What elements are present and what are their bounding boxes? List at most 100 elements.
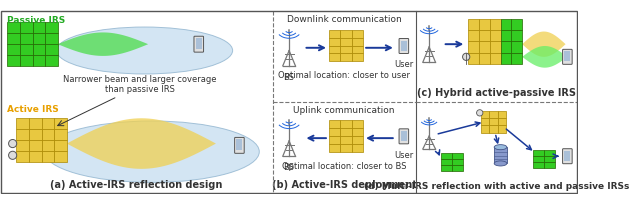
Bar — [45, 22, 58, 33]
Bar — [42, 140, 54, 151]
Bar — [441, 159, 452, 165]
Bar — [20, 33, 33, 44]
Polygon shape — [522, 46, 568, 68]
Bar — [544, 150, 555, 156]
Bar — [494, 147, 507, 163]
Bar — [489, 111, 497, 118]
Ellipse shape — [494, 161, 507, 166]
Bar — [340, 53, 352, 61]
Bar — [452, 153, 463, 159]
Bar — [533, 156, 544, 162]
Bar — [452, 165, 463, 171]
Bar — [441, 165, 452, 171]
Text: (b) Active-IRS deployment: (b) Active-IRS deployment — [272, 180, 417, 190]
Bar — [29, 129, 42, 140]
Bar — [544, 156, 555, 162]
Text: (d) Multi-IRS reflection with active and passive IRSs: (d) Multi-IRS reflection with active and… — [364, 182, 630, 191]
Bar — [42, 118, 54, 129]
Text: Optimal location: closer to user: Optimal location: closer to user — [278, 71, 410, 80]
Bar — [533, 162, 544, 168]
Bar — [511, 19, 522, 30]
Bar — [33, 55, 45, 66]
Bar — [33, 33, 45, 44]
Bar — [29, 140, 42, 151]
Bar — [479, 53, 490, 64]
Text: BS: BS — [284, 163, 294, 172]
Circle shape — [477, 110, 483, 116]
Bar — [329, 53, 340, 61]
Bar — [479, 30, 490, 41]
FancyBboxPatch shape — [563, 49, 572, 64]
Bar — [54, 151, 67, 162]
Polygon shape — [522, 32, 566, 57]
Bar — [340, 30, 352, 38]
Bar — [45, 44, 58, 55]
Bar — [511, 30, 522, 41]
Bar — [489, 118, 497, 125]
Bar — [45, 55, 58, 66]
Bar — [54, 140, 67, 151]
Text: User: User — [394, 60, 413, 69]
Bar — [16, 118, 29, 129]
Bar — [329, 38, 340, 45]
Bar — [20, 44, 33, 55]
Bar — [7, 55, 20, 66]
Text: User: User — [394, 151, 413, 160]
Bar — [16, 151, 29, 162]
Bar — [42, 129, 54, 140]
Bar — [401, 41, 407, 51]
Bar — [500, 41, 511, 53]
Bar — [16, 129, 29, 140]
Text: Optimal location: closer to BS: Optimal location: closer to BS — [282, 162, 406, 171]
Bar — [401, 131, 407, 141]
FancyBboxPatch shape — [563, 149, 572, 164]
Bar — [468, 19, 479, 30]
Bar — [481, 125, 489, 133]
Bar — [352, 144, 363, 152]
Bar — [533, 150, 544, 156]
Text: Narrower beam and larger coverage
than passive IRS: Narrower beam and larger coverage than p… — [63, 75, 217, 94]
Bar — [511, 53, 522, 64]
Bar — [329, 45, 340, 53]
Bar — [329, 136, 340, 144]
Bar — [564, 151, 570, 161]
Bar — [340, 45, 352, 53]
Bar — [33, 44, 45, 55]
Polygon shape — [58, 32, 148, 56]
Polygon shape — [67, 118, 216, 169]
Bar — [329, 128, 340, 136]
Bar — [340, 38, 352, 45]
Bar — [236, 140, 243, 150]
Bar — [329, 144, 340, 152]
Ellipse shape — [44, 121, 259, 182]
Bar — [564, 51, 570, 61]
Ellipse shape — [494, 145, 507, 150]
Bar — [7, 22, 20, 33]
Bar — [20, 55, 33, 66]
Bar — [352, 136, 363, 144]
Bar — [544, 162, 555, 168]
Bar — [329, 120, 340, 128]
Text: Passive IRS: Passive IRS — [7, 16, 65, 25]
Bar — [352, 120, 363, 128]
Bar — [490, 19, 500, 30]
FancyBboxPatch shape — [399, 129, 408, 144]
Circle shape — [8, 140, 17, 148]
FancyBboxPatch shape — [399, 39, 408, 53]
Bar — [20, 22, 33, 33]
Bar — [54, 118, 67, 129]
Bar — [441, 153, 452, 159]
FancyBboxPatch shape — [235, 137, 244, 153]
Bar — [511, 41, 522, 53]
Bar — [42, 151, 54, 162]
Bar — [352, 30, 363, 38]
Bar — [352, 38, 363, 45]
Text: Uplink communication: Uplink communication — [294, 106, 395, 115]
Text: BS: BS — [284, 73, 294, 82]
Bar — [7, 44, 20, 55]
Bar — [468, 53, 479, 64]
Bar — [497, 125, 506, 133]
Bar — [452, 159, 463, 165]
Bar — [468, 41, 479, 53]
Bar — [490, 53, 500, 64]
